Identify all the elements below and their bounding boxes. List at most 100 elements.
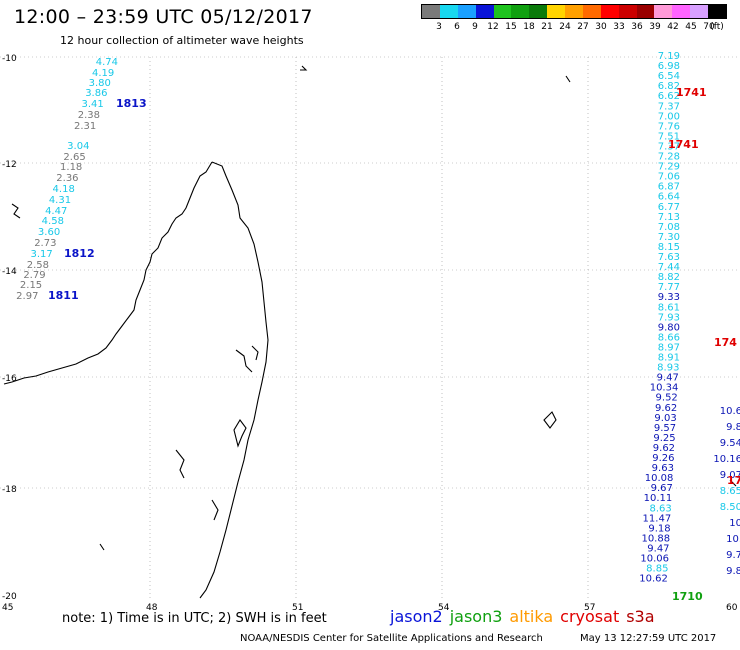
swh-reading: 6.82 [658,81,680,92]
color-scale-label: 33 [613,22,625,32]
swh-reading: 7.37 [658,141,680,152]
swh-reading: 9.8 [726,422,740,433]
color-scale-label: 12 [487,22,499,32]
lat-label: -14 [2,267,17,277]
color-scale-swatch [672,5,691,18]
swh-reading: 10.34 [650,383,679,394]
swh-reading: 9.7 [726,550,740,561]
swh-reading: 8.66 [658,332,680,343]
color-scale-swatch [618,5,637,18]
swh-reading: 10.62 [639,574,668,585]
color-scale-label: 70 [703,22,715,32]
lat-label: -18 [2,485,17,495]
color-scale-swatch [547,5,565,18]
swh-reading: 9.63 [652,463,674,474]
swh-reading: 3.80 [89,78,111,89]
swh-reading: 7.63 [658,252,680,263]
swh-reading: 7.06 [658,172,680,183]
swh-reading: 9.47 [657,373,679,384]
color-scale-label: 18 [523,22,535,32]
lon-label: 51 [292,603,303,613]
swh-reading: 3.41 [81,99,103,110]
swh-reading: 6.87 [658,182,680,193]
lon-label: 57 [584,603,595,613]
swh-reading: 7.44 [658,262,680,273]
lon-label: 45 [2,603,13,613]
swh-reading: 7.37 [658,101,680,112]
swh-reading: 8.65 [720,486,740,497]
swh-reading: 4.31 [49,195,71,206]
pass-id-label: 1741 [676,86,707,99]
lat-label: -12 [2,160,17,170]
generated-timestamp: May 13 12:27:59 UTC 2017 [580,633,717,644]
swh-reading: 7.30 [658,232,680,243]
pass-id-label: 1812 [64,247,95,260]
color-scale-swatch [582,5,601,18]
swh-reading: 9.07 [720,470,740,481]
swh-reading: 2.79 [23,270,45,281]
swh-reading: 11.47 [643,513,672,524]
swh-reading: 7.29 [658,162,680,173]
swh-reading: 7.76 [658,121,680,132]
color-scale-swatch [565,5,583,18]
pass-id-label: 1813 [116,97,147,110]
swh-reading: 10 [729,518,740,529]
longitude-labels: 45 48 51 54 57 60 [2,603,738,613]
swh-reading: 8.85 [646,564,668,575]
lon-label: 48 [146,603,158,613]
swh-reading: 9.33 [658,292,680,303]
coastline [3,65,737,599]
lat-label: -20 [2,592,17,602]
color-scale-swatch [708,5,726,18]
swh-reading: 4.74 [96,57,118,68]
swh-reading: 9.8 [726,566,740,577]
swh-reading: 3.86 [85,88,107,99]
color-scale-swatch [600,5,619,18]
color-scale-labels: 3 6 9 12 15 18 21 24 27 30 33 36 39 42 45 70 (ft) [421,19,727,33]
color-scale-label: 21 [541,22,553,32]
swh-reading: 7.93 [658,312,680,323]
edge-track-readings: 10.6 9.8 9.54 10.16 9.07 8.65 8.50 10 10. 9.7 9.8 [713,406,740,577]
swh-reading: 2.36 [56,173,78,184]
legend-item-jason2: jason2 [390,607,443,626]
swh-reading: 10.08 [645,473,674,484]
legend-item-cryosat: cryosat [560,607,620,626]
swh-reading: 9.62 [653,443,675,454]
color-scale-label: 6 [454,22,460,32]
swh-reading: 2.73 [34,238,56,249]
color-scale-label: 39 [649,22,661,32]
color-scale-swatch [422,5,440,18]
color-scale-label: 9 [472,22,478,32]
color-scale-swatch [690,5,708,18]
color-scale-label: 42 [667,22,679,32]
swh-reading: 6.62 [658,91,680,102]
color-scale-swatch [475,5,494,18]
swh-reading: 2.15 [20,280,42,291]
legend-item-jason3: jason3 [449,607,503,626]
footnote: note: 1) Time is in UTC; 2) SWH is in fe… [62,611,327,626]
swh-reading: 6.54 [658,71,680,82]
color-scale-label: 36 [631,22,643,32]
swh-reading: 8.63 [649,503,671,514]
swh-reading: 10.06 [640,554,669,565]
swh-reading: 9.57 [654,423,676,434]
swh-reading: 9.18 [648,523,670,534]
swh-reading: 6.64 [658,192,680,203]
color-scale-label: 3 [436,22,442,32]
swh-reading: 1.18 [60,162,82,173]
color-scale-bar [421,4,727,19]
swh-reading: 9.25 [653,433,675,444]
swh-reading: 7.28 [658,152,680,163]
page-subtitle: 12 hour collection of altimeter wave hei… [60,34,304,47]
graticule [0,56,740,598]
color-scale-label: 30 [595,22,607,32]
swh-reading: 10.16 [713,454,740,465]
swh-reading: 9.62 [655,403,677,414]
pass-id-label: 1741 [668,138,699,151]
swh-reading: 10. [726,534,740,545]
satellite-legend: jason2 jason3 altika cryosat s3a [390,607,662,626]
pass-id-label: 174 [714,336,737,349]
swh-reading: 8.91 [658,353,680,364]
swh-reading: 4.47 [45,206,67,217]
pass-id-label: 17 [727,474,740,487]
